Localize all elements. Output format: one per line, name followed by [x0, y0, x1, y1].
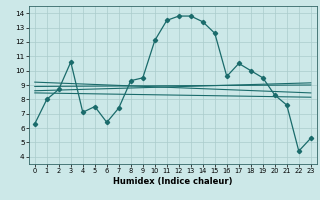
X-axis label: Humidex (Indice chaleur): Humidex (Indice chaleur): [113, 177, 233, 186]
